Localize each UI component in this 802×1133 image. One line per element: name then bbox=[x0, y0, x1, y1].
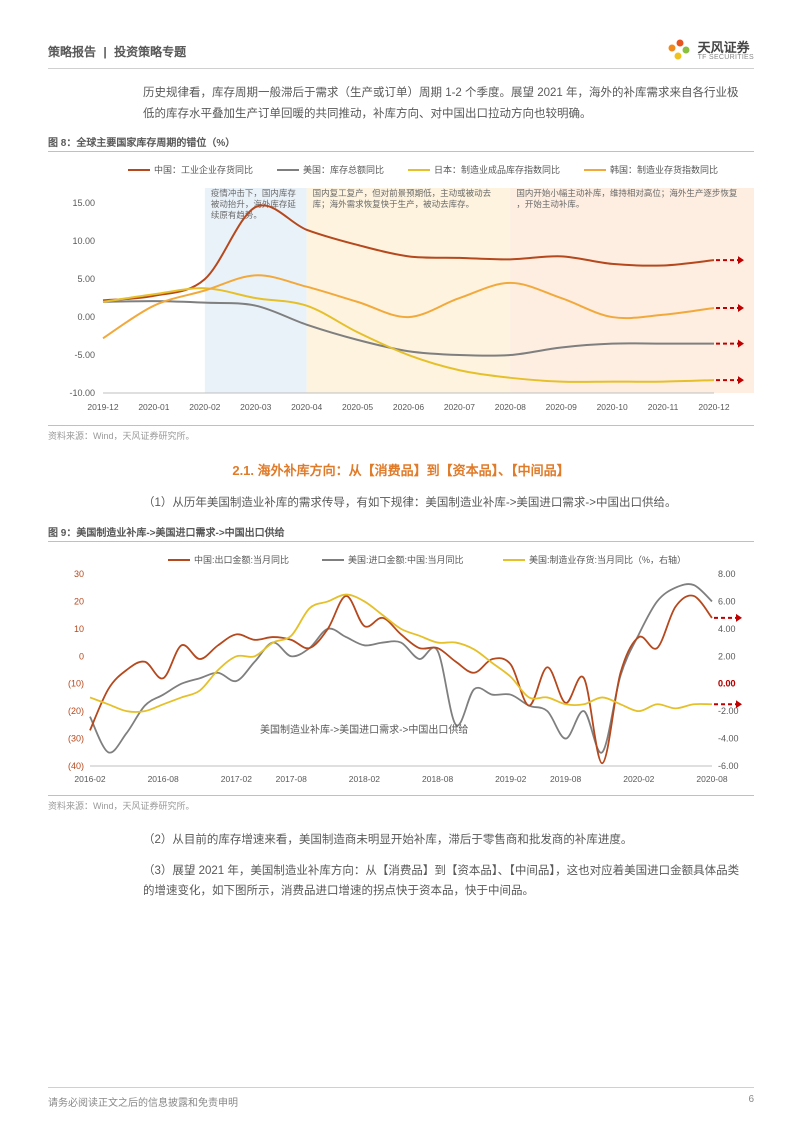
svg-text:国内复工复产，但对前景预期低，主动或被动去: 国内复工复产，但对前景预期低，主动或被动去 bbox=[313, 188, 492, 198]
header-topic: 投资策略专题 bbox=[114, 45, 186, 59]
svg-text:2019-02: 2019-02 bbox=[495, 774, 526, 784]
svg-text:续原有趋势。: 续原有趋势。 bbox=[211, 210, 262, 220]
svg-text:韩国：制造业存货指数同比: 韩国：制造业存货指数同比 bbox=[610, 164, 718, 175]
svg-text:疫情冲击下，国内库存: 疫情冲击下，国内库存 bbox=[211, 188, 297, 198]
header-left: 策略报告 | 投资策略专题 bbox=[48, 43, 186, 60]
svg-text:-5.00: -5.00 bbox=[74, 350, 95, 360]
svg-text:库；海外需求恢复快于生产，被动去库存。: 库；海外需求恢复快于生产，被动去库存。 bbox=[313, 199, 475, 209]
svg-text:6.00: 6.00 bbox=[718, 596, 736, 606]
header-category: 策略报告 bbox=[48, 45, 96, 59]
intro-text: 历史规律看，库存周期一般滞后于需求（生产或订单）周期 1-2 个季度。展望 20… bbox=[143, 83, 744, 124]
svg-text:4.00: 4.00 bbox=[718, 624, 736, 634]
fig9-title: 图 9：美国制造业补库->美国进口需求->中国出口供给 bbox=[48, 524, 754, 539]
svg-text:15.00: 15.00 bbox=[72, 199, 95, 209]
svg-text:0: 0 bbox=[79, 651, 84, 661]
svg-text:2017-08: 2017-08 bbox=[276, 774, 307, 784]
svg-text:20: 20 bbox=[74, 596, 84, 606]
svg-text:2020-05: 2020-05 bbox=[342, 402, 373, 412]
footer-page: 6 bbox=[748, 1094, 754, 1109]
svg-text:2017-02: 2017-02 bbox=[221, 774, 252, 784]
svg-text:30: 30 bbox=[74, 569, 84, 579]
svg-text:2019-12: 2019-12 bbox=[87, 402, 118, 412]
svg-text:10: 10 bbox=[74, 624, 84, 634]
p2-text: （2）从目前的库存增速来看，美国制造商未明显开始补库，滞后于零售商和批发商的补库… bbox=[143, 830, 744, 851]
svg-text:2016-02: 2016-02 bbox=[74, 774, 105, 784]
svg-text:美国：库存总额同比: 美国：库存总额同比 bbox=[303, 164, 384, 175]
svg-text:2020-04: 2020-04 bbox=[291, 402, 322, 412]
svg-text:中国:出口金额:当月同比: 中国:出口金额:当月同比 bbox=[194, 554, 289, 565]
svg-text:(30): (30) bbox=[68, 734, 84, 744]
svg-text:2020-01: 2020-01 bbox=[138, 402, 169, 412]
logo-icon bbox=[666, 38, 692, 64]
svg-text:2020-11: 2020-11 bbox=[648, 402, 679, 412]
svg-text:2020-02: 2020-02 bbox=[189, 402, 220, 412]
p1-text: （1）从历年美国制造业补库的需求传导，有如下规律：美国制造业补库->美国进口需求… bbox=[143, 493, 744, 514]
svg-text:2020-08: 2020-08 bbox=[495, 402, 526, 412]
svg-text:(40): (40) bbox=[68, 761, 84, 771]
svg-text:(20): (20) bbox=[68, 706, 84, 716]
svg-text:2018-08: 2018-08 bbox=[422, 774, 453, 784]
fig8-chart: -10.00 -5.00 0.00 5.00 10.00 15.00 2019-12 2020… bbox=[48, 158, 754, 423]
svg-text:-4.00: -4.00 bbox=[718, 734, 739, 744]
svg-text:2020-08: 2020-08 bbox=[696, 774, 727, 784]
page-header: 策略报告 | 投资策略专题 天风证券 TF SECURITIES bbox=[48, 38, 754, 69]
brand-cn: 天风证券 bbox=[698, 41, 754, 54]
svg-text:-2.00: -2.00 bbox=[718, 706, 739, 716]
svg-text:2020-09: 2020-09 bbox=[546, 402, 577, 412]
page-footer: 请务必阅读正文之后的信息披露和免责申明 6 bbox=[48, 1087, 754, 1109]
svg-text:2020-07: 2020-07 bbox=[444, 402, 475, 412]
svg-text:2020-02: 2020-02 bbox=[623, 774, 654, 784]
svg-text:美国制造业补库->美国进口需求->中国出口供给: 美国制造业补库->美国进口需求->中国出口供给 bbox=[260, 723, 468, 736]
svg-text:-6.00: -6.00 bbox=[718, 761, 739, 771]
svg-text:2016-08: 2016-08 bbox=[148, 774, 179, 784]
svg-text:8.00: 8.00 bbox=[718, 569, 736, 579]
svg-text:0.00: 0.00 bbox=[77, 312, 95, 322]
svg-text:2020-06: 2020-06 bbox=[393, 402, 424, 412]
header-sep: | bbox=[103, 45, 106, 59]
fig9-source: 资料来源：Wind，天风证券研究所。 bbox=[48, 795, 754, 812]
fig8-title: 图 8：全球主要国家库存周期的错位（%） bbox=[48, 134, 754, 149]
svg-text:-10.00: -10.00 bbox=[69, 388, 95, 398]
fig8-source: 资料来源：Wind，天风证券研究所。 bbox=[48, 425, 754, 442]
svg-text:2020-03: 2020-03 bbox=[240, 402, 271, 412]
svg-text:国内开始小幅主动补库，维持相对高位；海外生产逐步恢复: 国内开始小幅主动补库，维持相对高位；海外生产逐步恢复 bbox=[516, 188, 738, 198]
brand-logo: 天风证券 TF SECURITIES bbox=[666, 38, 754, 64]
svg-text:(10): (10) bbox=[68, 679, 84, 689]
svg-text:中国：工业企业存货同比: 中国：工业企业存货同比 bbox=[154, 164, 253, 175]
svg-text:5.00: 5.00 bbox=[77, 274, 95, 284]
svg-text:美国:进口金额:中国:当月同比: 美国:进口金额:中国:当月同比 bbox=[348, 554, 464, 565]
fig9-chart: 30 20 10 0 (10) (20) (30) (40) 8.00 6.00 4.00 2.00 0… bbox=[48, 548, 754, 793]
svg-text:2018-02: 2018-02 bbox=[349, 774, 380, 784]
svg-text:10.00: 10.00 bbox=[72, 237, 95, 247]
footer-disclaimer: 请务必阅读正文之后的信息披露和免责申明 bbox=[48, 1094, 238, 1109]
svg-text:2020-10: 2020-10 bbox=[597, 402, 628, 412]
svg-text:2.00: 2.00 bbox=[718, 651, 736, 661]
svg-text:2020-12: 2020-12 bbox=[698, 402, 729, 412]
svg-text:2019-08: 2019-08 bbox=[550, 774, 581, 784]
brand-en: TF SECURITIES bbox=[698, 54, 754, 61]
svg-text:，开始主动补库。: ，开始主动补库。 bbox=[516, 199, 584, 209]
svg-text:美国:制造业存货:当月同比（%，右轴）: 美国:制造业存货:当月同比（%，右轴） bbox=[529, 554, 686, 565]
svg-text:0.00: 0.00 bbox=[718, 679, 736, 689]
section-title: 2.1. 海外补库方向：从【消费品】到【资本品】、【中间品】 bbox=[48, 460, 754, 479]
svg-text:日本：制造业成品库存指数同比: 日本：制造业成品库存指数同比 bbox=[434, 164, 560, 175]
p3-text: （3）展望 2021 年，美国制造业补库方向：从【消费品】到【资本品】、【中间品… bbox=[143, 861, 744, 902]
